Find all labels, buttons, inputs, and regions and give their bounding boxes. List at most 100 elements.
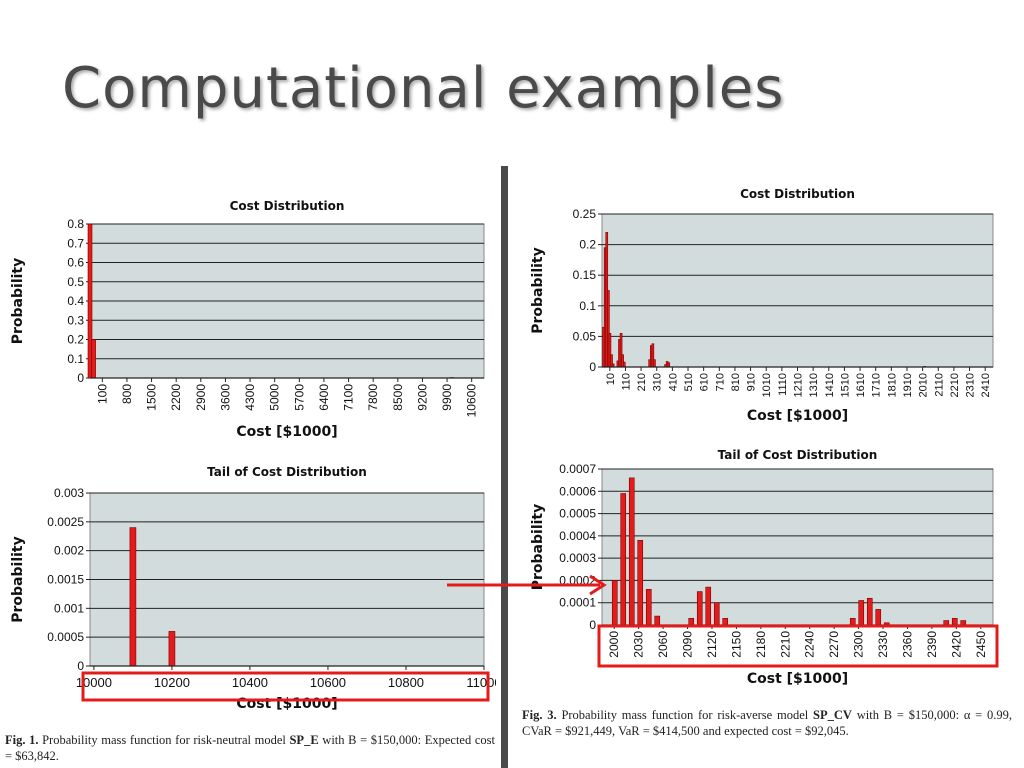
x-tick-label: 2210 <box>778 631 792 658</box>
bar <box>628 477 635 626</box>
bar <box>611 580 618 626</box>
chart-title: Tail of Cost Distribution <box>207 465 367 479</box>
x-tick-label: 2010 <box>918 373 930 397</box>
figure-1-caption: Fig. 1. Probability mass function for ri… <box>5 732 495 764</box>
y-tick-label: 0.0007 <box>559 462 596 476</box>
x-tick-label: 710 <box>714 373 726 391</box>
x-tick-label: 2310 <box>965 373 977 397</box>
bar <box>667 362 671 368</box>
x-axis-label: Cost [$1000] <box>747 408 848 424</box>
x-tick-label: 6400 <box>317 384 331 411</box>
bar <box>713 602 720 626</box>
x-tick-label: 2410 <box>980 373 992 397</box>
bar <box>129 527 137 667</box>
bar <box>866 597 873 626</box>
y-tick-label: 0.4 <box>67 294 84 308</box>
x-tick-label: 810 <box>730 373 742 391</box>
cost-distribution-chart-risk-neutral: Cost Distribution 0 0.1 0.2 0.3 0.4 0.5 0.6 0.7 0… <box>10 199 485 440</box>
y-tick-label: 0.0003 <box>559 551 596 565</box>
tail-distribution-chart-risk-neutral: Tail of Cost Distribution 0 0.0005 0.001 0.0… <box>10 465 496 710</box>
x-tick-label: 2390 <box>925 631 939 658</box>
figure-3-caption: Fig. 3. Probability mass function for ri… <box>522 707 1012 739</box>
x-tick-label: 2200 <box>169 384 183 411</box>
y-tick-label: 0.8 <box>67 217 84 231</box>
bar <box>168 631 176 667</box>
x-tick-label: 2060 <box>656 631 670 658</box>
x-tick-label: 2150 <box>729 631 743 658</box>
x-axis-label: Cost [$1000] <box>747 671 848 687</box>
bar <box>943 620 950 626</box>
chart-title: Cost Distribution <box>230 199 345 213</box>
fig3-text-pre: Probability mass function for risk-avers… <box>556 708 814 722</box>
x-tick-label: 2210 <box>949 373 961 397</box>
fig3-text-post: with B = $150,000: α = 0.99, CVaR = $921… <box>522 708 1012 738</box>
x-tick-label: 10400 <box>232 675 268 690</box>
y-tick-label: 0 <box>77 371 84 385</box>
x-tick-label: 1710 <box>871 373 883 397</box>
bar <box>875 609 882 626</box>
x-tick-label: 2180 <box>754 631 768 658</box>
x-tick-label: 1110 <box>777 373 789 396</box>
y-tick-label: 0.1 <box>579 299 596 313</box>
x-axis-label: Cost [$1000] <box>236 696 337 710</box>
bar <box>653 359 656 368</box>
x-tick-label: 2030 <box>632 631 646 658</box>
y-tick-label: 0.002 <box>54 544 84 558</box>
fig3-model: SP_CV <box>813 708 852 722</box>
bar <box>622 361 626 368</box>
slide-title: Computational examples <box>62 56 785 121</box>
x-tick-label: 800 <box>120 384 134 404</box>
fig1-text-pre: Probability mass function for risk-neutr… <box>38 733 290 747</box>
x-tick-label: 1410 <box>824 373 836 397</box>
x-tick-label: 1310 <box>808 373 820 397</box>
x-tick-label: 5700 <box>292 384 306 411</box>
x-tick-label: 2330 <box>876 631 890 658</box>
y-tick-label: 0.1 <box>67 352 84 366</box>
y-axis-label: Probability <box>530 247 546 334</box>
x-tick-label: 1210 <box>793 373 805 397</box>
x-tick-label: 10600 <box>310 675 346 690</box>
column-divider <box>501 166 508 768</box>
x-tick-label: 3600 <box>218 384 232 411</box>
y-tick-label: 0 <box>589 360 596 374</box>
x-tick-label: 1610 <box>855 373 867 397</box>
y-tick-label: 0.0005 <box>47 630 84 644</box>
plot-area <box>601 468 994 626</box>
x-tick-label: 2420 <box>949 631 963 658</box>
x-tick-label: 10000 <box>76 675 112 690</box>
fig1-model: SP_E <box>289 733 319 747</box>
x-tick-label: 7100 <box>342 384 356 411</box>
x-tick-label: 410 <box>667 373 679 391</box>
bar <box>620 493 627 626</box>
y-tick-label: 0.0006 <box>559 484 596 498</box>
y-tick-label: 0.2 <box>67 333 84 347</box>
y-tick-label: 0.25 <box>573 207 597 221</box>
fig3-label: Fig. 3. <box>522 708 557 722</box>
x-tick-label: 2240 <box>803 631 817 658</box>
y-tick-label: 0.0002 <box>559 573 596 587</box>
tail-distribution-chart-risk-averse: Tail of Cost Distribution 0 0.0001 0.0002 0.… <box>530 448 994 687</box>
y-tick-label: 0 <box>589 618 596 632</box>
bar <box>91 339 96 379</box>
x-tick-label: 210 <box>636 373 648 391</box>
x-tick-label: 5000 <box>268 384 282 411</box>
y-tick-label: 0.7 <box>67 236 84 250</box>
bar <box>858 600 865 626</box>
x-tick-label: 2270 <box>827 631 841 658</box>
x-tick-label: 4300 <box>243 384 257 411</box>
x-tick-label: 11000 <box>466 675 496 690</box>
y-tick-label: 0 <box>77 659 84 673</box>
y-tick-label: 0.0001 <box>559 596 596 610</box>
x-tick-label: 100 <box>95 384 109 404</box>
y-tick-label: 0.003 <box>54 486 84 500</box>
y-tick-label: 0.15 <box>573 268 597 282</box>
x-tick-label: 2000 <box>607 631 621 658</box>
y-tick-label: 0.2 <box>579 238 596 252</box>
x-axis-label: Cost [$1000] <box>236 424 337 440</box>
x-tick-label: 7800 <box>366 384 380 411</box>
x-tick-label: 2450 <box>974 631 988 658</box>
x-tick-label: 1910 <box>902 373 914 397</box>
x-tick-label: 9900 <box>440 384 454 411</box>
y-axis-label: Probability <box>10 258 26 345</box>
